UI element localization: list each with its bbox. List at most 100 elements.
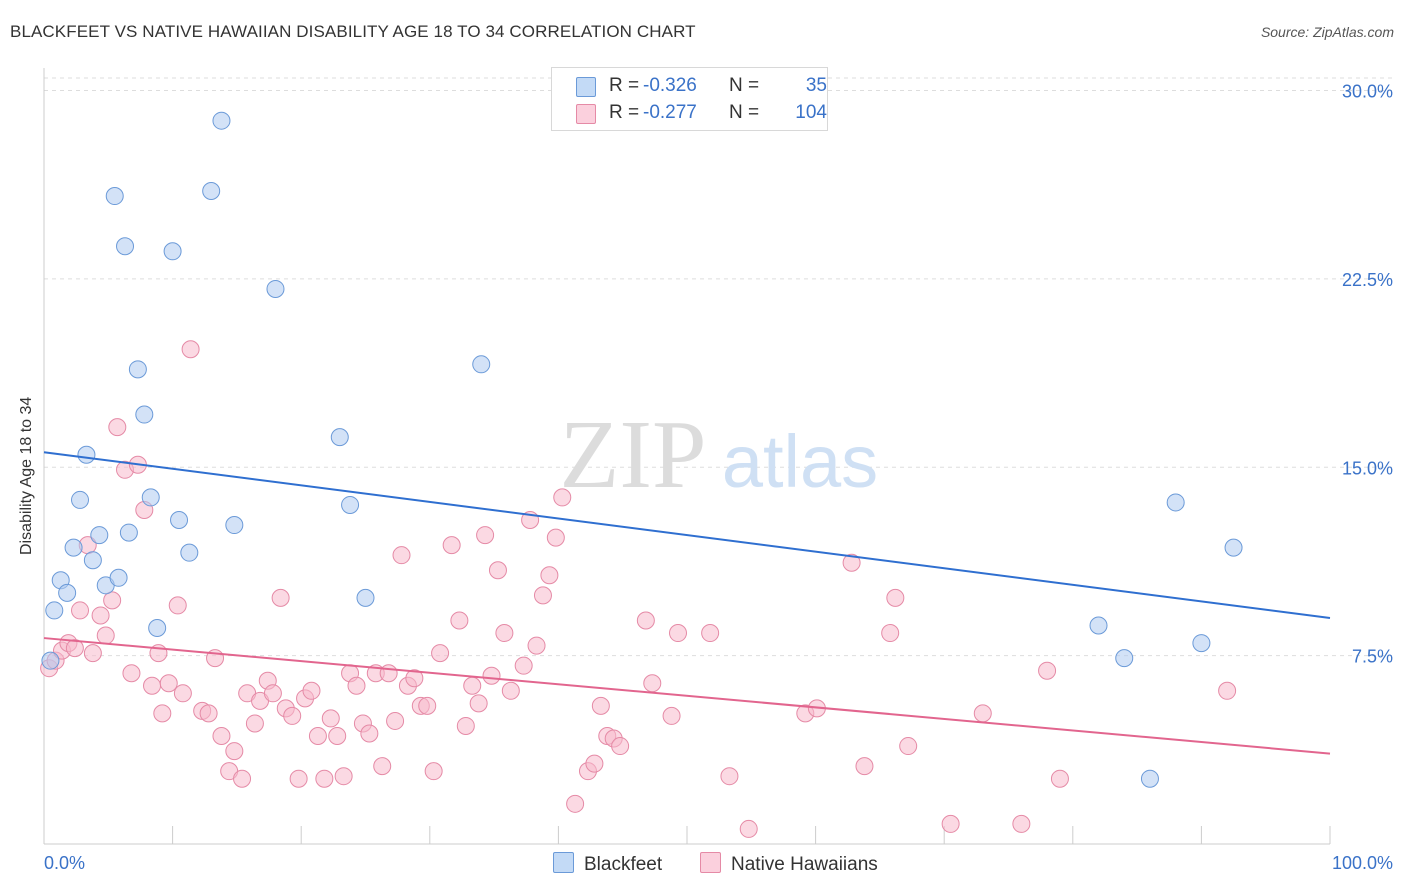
blackfeet-point (1192, 634, 1211, 653)
blackfeet-point (212, 111, 231, 130)
native-hawaiian-point (347, 676, 366, 695)
legend-swatch-native-hawaiians (576, 104, 596, 124)
y-tick-label: 15.0% (1342, 458, 1393, 478)
native-hawaiian-point (71, 601, 90, 620)
blackfeet-point (202, 182, 221, 201)
native-hawaiian-point (263, 684, 282, 703)
native-hawaiian-point (527, 636, 546, 655)
blackfeet-point (128, 360, 147, 379)
native-hawaiian-point (392, 546, 411, 565)
native-hawaiian-point (973, 704, 992, 723)
native-hawaiian-point (585, 754, 604, 773)
y-tick-label: 30.0% (1342, 82, 1393, 102)
native-hawaiian-point (308, 727, 327, 746)
native-hawaiian-point (83, 644, 102, 663)
native-hawaiian-point (941, 814, 960, 833)
native-hawaiian-point (476, 526, 495, 545)
native-hawaiian-point (1038, 661, 1057, 680)
native-hawaiian-point (886, 588, 905, 607)
blackfeet-point (1140, 769, 1159, 788)
bottom-legend-label-native-hawaiians: Native Hawaiians (731, 854, 878, 875)
blackfeet-point (58, 583, 77, 602)
blackfeet-point (163, 242, 182, 261)
native-hawaiian-point (540, 566, 559, 585)
native-hawaiian-point (386, 711, 405, 730)
native-hawaiian-point (96, 626, 115, 645)
blackfeet-point (472, 355, 491, 374)
native-hawaiian-point (611, 737, 630, 756)
data-points (40, 111, 1243, 838)
native-hawaiian-point (662, 706, 681, 725)
native-hawaiian-point (855, 757, 874, 776)
native-hawaiian-point (233, 769, 252, 788)
native-hawaiian-point (168, 596, 187, 615)
native-hawaiian-point (431, 644, 450, 663)
native-hawaiian-point (181, 340, 200, 359)
bottom-legend-swatch-blackfeet (553, 852, 574, 873)
native-hawaiian-point (495, 624, 514, 643)
x-tick-label: 100.0% (1332, 853, 1393, 873)
native-hawaiian-point (302, 681, 321, 700)
native-hawaiian-point (289, 769, 308, 788)
native-hawaiian-point (405, 669, 424, 688)
y-tick-label: 7.5% (1352, 647, 1393, 667)
native-hawaiian-point (566, 794, 585, 813)
native-hawaiian-point (488, 561, 507, 580)
blackfeet-point (341, 495, 360, 514)
blackfeet-point (356, 588, 375, 607)
bottom-legend-blackfeet: Blackfeet (553, 852, 662, 876)
native-hawaiian-point (643, 674, 662, 693)
legend-r-value: -0.326 (643, 75, 697, 96)
legend-n-label: N = (729, 75, 760, 96)
native-hawaiian-point (450, 611, 469, 630)
native-hawaiian-point (1012, 814, 1031, 833)
native-hawaiian-point (701, 624, 720, 643)
source-label: Source: ZipAtlas.com (1260, 24, 1394, 40)
blackfeet-trend-line (43, 451, 1331, 619)
blackfeet-point (119, 523, 138, 542)
native-hawaiian-trend-line (43, 637, 1331, 755)
native-hawaiian-point (668, 624, 687, 643)
native-hawaiian-point (842, 553, 861, 572)
native-hawaiian-point (881, 624, 900, 643)
native-hawaiian-point (533, 586, 552, 605)
native-hawaiian-point (636, 611, 655, 630)
native-hawaiian-point (379, 664, 398, 683)
grid (44, 77, 1392, 657)
blackfeet-point (330, 428, 349, 447)
native-hawaiian-point (424, 762, 443, 781)
native-hawaiian-point (546, 528, 565, 547)
native-hawaiian-point (1050, 769, 1069, 788)
native-hawaiian-point (591, 696, 610, 715)
native-hawaiian-point (553, 488, 572, 507)
native-hawaiian-point (1218, 681, 1237, 700)
native-hawaiian-point (103, 591, 122, 610)
native-hawaiian-point (283, 706, 302, 725)
blackfeet-point (1224, 538, 1243, 557)
blackfeet-point (83, 551, 102, 570)
blackfeet-point (71, 490, 90, 509)
blackfeet-point (225, 516, 244, 535)
blackfeet-point (1089, 616, 1108, 635)
native-hawaiian-point (173, 684, 192, 703)
native-hawaiian-point (469, 694, 488, 713)
native-hawaiian-point (418, 696, 437, 715)
blackfeet-point (109, 568, 128, 587)
native-hawaiian-point (122, 664, 141, 683)
blackfeet-point (90, 526, 109, 545)
correlation-legend: R = -0.326 N = 35 R = -0.277 N = 104 (551, 67, 828, 131)
native-hawaiian-point (65, 639, 84, 658)
native-hawaiian-point (514, 656, 533, 675)
bottom-legend-native-hawaiians: Native Hawaiians (700, 852, 878, 876)
blackfeet-point (41, 651, 60, 670)
axes (43, 68, 1331, 845)
native-hawaiian-point (720, 767, 739, 786)
native-hawaiian-point (143, 676, 162, 695)
y-tick-label: 22.5% (1342, 270, 1393, 290)
native-hawaiian-point (334, 767, 353, 786)
native-hawaiian-point (321, 709, 340, 728)
native-hawaiian-point (463, 676, 482, 695)
tick-labels: 7.5% 15.0% 22.5% 30.0% 0.0% 100.0% (44, 82, 1393, 873)
native-hawaiian-point (315, 769, 334, 788)
